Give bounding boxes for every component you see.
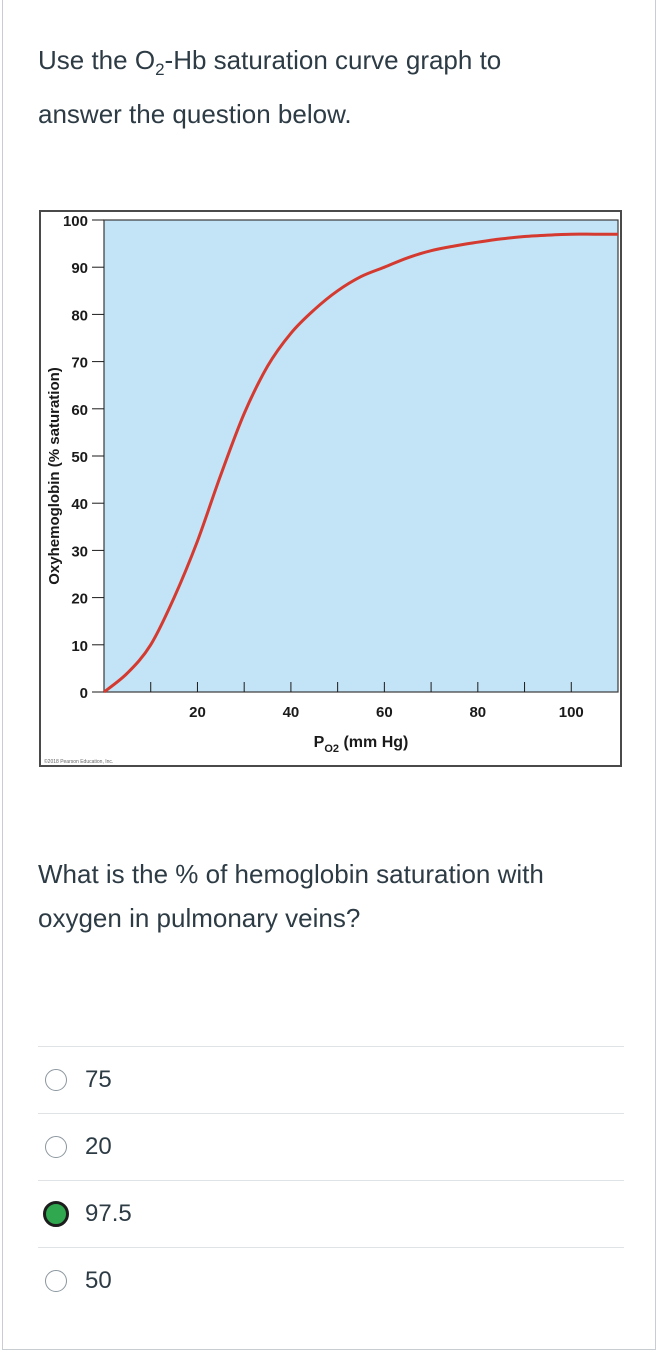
y-tick-label: 70 — [71, 355, 88, 372]
y-tick-label: 100 — [63, 213, 88, 230]
y-tick-label: 0 — [80, 685, 88, 702]
y-tick-label: 90 — [71, 260, 88, 277]
question-line-2: oxygen in pulmonary veins? — [38, 903, 361, 933]
y-tick-label: 50 — [71, 449, 88, 466]
y-tick-label: 60 — [71, 402, 88, 419]
y-tick-label: 30 — [71, 543, 88, 560]
y-axis-label: Oxyhemoglobin (% saturation) — [46, 367, 63, 585]
y-tick-label: 40 — [71, 496, 88, 513]
prompt-text-b: -Hb saturation curve graph to — [164, 45, 502, 75]
answer-label: 50 — [85, 1267, 112, 1294]
y-tick-label: 80 — [71, 307, 88, 324]
x-tick-label: 100 — [559, 704, 584, 721]
prompt-text-a: Use the O — [38, 45, 156, 75]
x-tick-label: 40 — [283, 704, 300, 721]
answer-option-97-5[interactable]: 97.5 — [38, 1180, 624, 1247]
prompt-text-c: answer the question below. — [38, 99, 352, 130]
x-tick-label: 60 — [376, 704, 393, 721]
radio-button[interactable] — [45, 1136, 67, 1158]
saturation-curve-line — [103, 232, 618, 694]
figure-credit: ©2018 Pearson Education, Inc. — [44, 758, 113, 765]
question-prompt: Use the O2-Hb saturation curve graph to … — [38, 38, 618, 136]
saturation-curve-chart: 0 10 20 30 40 50 60 70 80 90 100 20 40 60 80 100 Oxyhemo… — [44, 213, 619, 765]
answer-label: 20 — [85, 1133, 112, 1160]
x-tick-label: 20 — [189, 704, 206, 721]
radio-button-selected[interactable] — [43, 1201, 69, 1227]
answer-label: 75 — [85, 1066, 112, 1093]
plot-area — [103, 219, 619, 693]
radio-button[interactable] — [45, 1069, 67, 1091]
saturation-curve-figure: 0 10 20 30 40 50 60 70 80 90 100 20 40 60 80 100 Oxyhemo… — [39, 210, 622, 767]
answer-option-75[interactable]: 75 — [38, 1046, 624, 1113]
x-axis-label: PO2 (mm Hg) — [314, 734, 409, 755]
prompt-subscript: 2 — [155, 60, 165, 80]
x-tick-label: 80 — [469, 704, 486, 721]
question-line-1: What is the % of hemoglobin saturation w… — [38, 859, 544, 889]
y-tick-label: 20 — [71, 591, 88, 608]
answer-list: 75 20 97.5 50 — [38, 1046, 624, 1314]
answer-label: 97.5 — [85, 1200, 132, 1227]
question-text: What is the % of hemoglobin saturation w… — [38, 852, 628, 940]
radio-button[interactable] — [45, 1270, 67, 1292]
answer-option-50[interactable]: 50 — [38, 1247, 624, 1314]
y-tick-label: 10 — [71, 638, 88, 655]
answer-option-20[interactable]: 20 — [38, 1113, 624, 1180]
